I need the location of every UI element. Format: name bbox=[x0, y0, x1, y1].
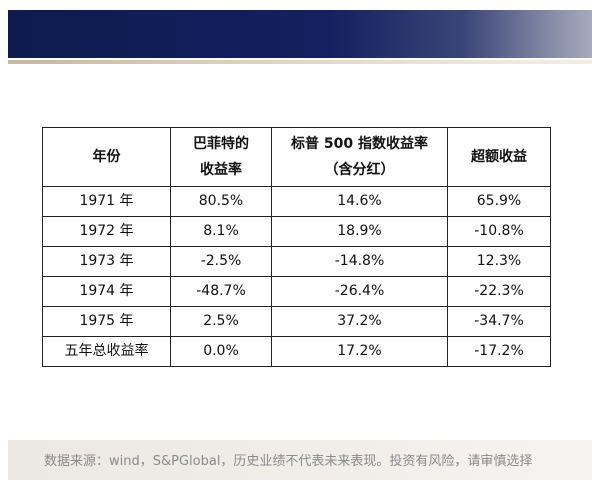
table-row: 1972 年 8.1% 18.9% -10.8% bbox=[42, 216, 551, 247]
buffett-cell: -48.7% bbox=[170, 276, 272, 307]
table-row-total: 五年总收益率 0.0% 17.2% -17.2% bbox=[42, 336, 551, 367]
header-band bbox=[8, 10, 592, 58]
header-year: 年份 bbox=[42, 127, 171, 187]
buffett-cell: 2.5% bbox=[170, 306, 272, 337]
table-header-row: 年份 巴菲特的 收益率 标普 500 指数收益率 （含分红） 超额收益 bbox=[42, 127, 551, 187]
header-buffett-return: 巴菲特的 收益率 bbox=[170, 127, 272, 187]
buffett-cell: 8.1% bbox=[170, 216, 272, 247]
sp500-cell: -26.4% bbox=[271, 276, 448, 307]
buffett-cell: -2.5% bbox=[170, 246, 272, 277]
sp500-cell: 14.6% bbox=[271, 186, 448, 217]
excess-cell: -34.7% bbox=[447, 306, 551, 337]
excess-cell: 12.3% bbox=[447, 246, 551, 277]
buffett-cell: 0.0% bbox=[170, 336, 272, 367]
data-source-note: 数据来源：wind，S&PGlobal，历史业绩不代表未来表现。投资有风险，请审… bbox=[44, 454, 533, 469]
year-cell: 1975 年 bbox=[42, 306, 171, 337]
header-accent-line bbox=[8, 60, 592, 64]
excess-cell: -17.2% bbox=[447, 336, 551, 367]
excess-cell: 65.9% bbox=[447, 186, 551, 217]
table-row: 1973 年 -2.5% -14.8% 12.3% bbox=[42, 246, 551, 277]
excess-cell: -22.3% bbox=[447, 276, 551, 307]
year-cell: 1971 年 bbox=[42, 186, 171, 217]
buffett-cell: 80.5% bbox=[170, 186, 272, 217]
footer-band bbox=[8, 440, 592, 480]
performance-table: 年份 巴菲特的 收益率 标普 500 指数收益率 （含分红） 超额收益 1971… bbox=[42, 127, 551, 367]
sp500-cell: 17.2% bbox=[271, 336, 448, 367]
year-cell: 五年总收益率 bbox=[42, 336, 171, 367]
sp500-cell: -14.8% bbox=[271, 246, 448, 277]
table-row: 1971 年 80.5% 14.6% 65.9% bbox=[42, 186, 551, 217]
table-row: 1975 年 2.5% 37.2% -34.7% bbox=[42, 306, 551, 337]
sp500-cell: 18.9% bbox=[271, 216, 448, 247]
table-row: 1974 年 -48.7% -26.4% -22.3% bbox=[42, 276, 551, 307]
header-excess-return: 超额收益 bbox=[447, 127, 551, 187]
year-cell: 1972 年 bbox=[42, 216, 171, 247]
year-cell: 1973 年 bbox=[42, 246, 171, 277]
excess-cell: -10.8% bbox=[447, 216, 551, 247]
header-sp500-return: 标普 500 指数收益率 （含分红） bbox=[271, 127, 448, 187]
year-cell: 1974 年 bbox=[42, 276, 171, 307]
sp500-cell: 37.2% bbox=[271, 306, 448, 337]
